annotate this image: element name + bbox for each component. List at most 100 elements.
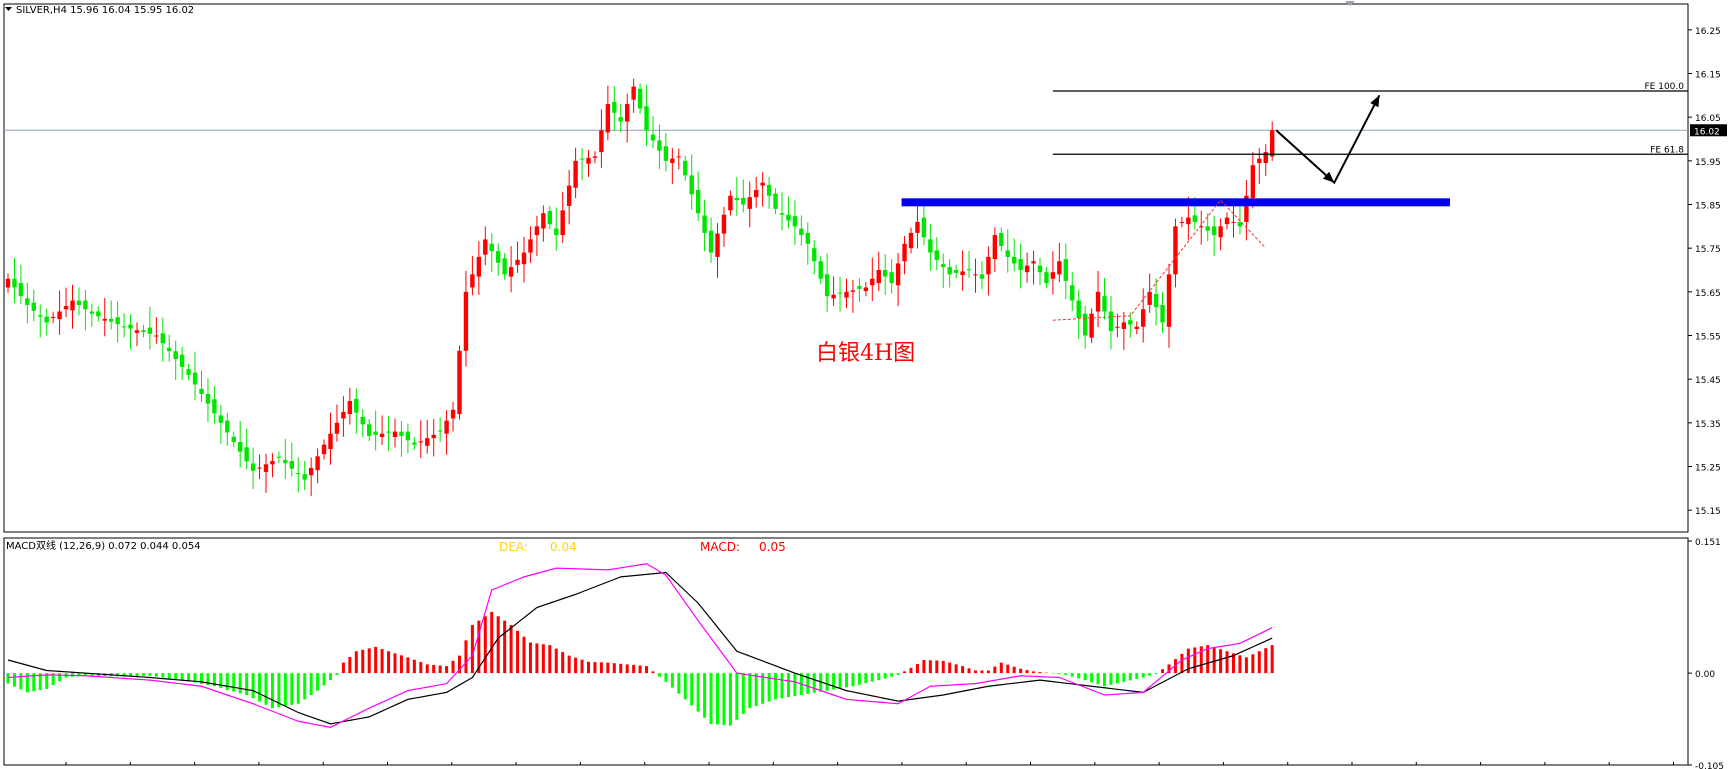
candle-body — [650, 134, 656, 141]
macd-histogram-bar — [1096, 673, 1100, 685]
macd-histogram-bar — [554, 648, 558, 674]
candle-body — [521, 252, 527, 265]
candle-body — [689, 175, 694, 195]
candle-body — [334, 422, 340, 434]
macd-histogram-bar — [838, 673, 842, 689]
candle-body — [515, 259, 520, 265]
candle-body — [1237, 221, 1243, 227]
macd-histogram-bar — [812, 673, 816, 693]
candle-body — [63, 306, 69, 310]
macd-histogram-bar — [657, 673, 661, 677]
candle-body — [644, 106, 649, 131]
macd-histogram-bar — [193, 673, 197, 683]
candle-body — [1031, 261, 1036, 264]
macd-histogram-bar — [767, 673, 771, 702]
macd-histogram-bar — [1038, 672, 1042, 674]
price-axis-label: 16.15 — [1695, 71, 1721, 81]
macd-histogram-bar — [303, 673, 307, 700]
macd-histogram-bar — [316, 673, 320, 691]
macd-histogram-bar — [928, 660, 932, 674]
macd-histogram-bar — [1128, 673, 1132, 681]
candle-body — [109, 318, 114, 322]
candle-body — [599, 130, 604, 153]
macd-histogram-bar — [335, 673, 339, 675]
price-frame — [3, 3, 1689, 533]
macd-histogram-bar — [219, 673, 223, 688]
macd-histogram-bar — [1103, 673, 1106, 687]
candle-body — [579, 158, 585, 160]
macd-histogram-bar — [399, 655, 403, 674]
candle-body — [605, 104, 611, 133]
candle-body — [1244, 195, 1249, 222]
candle-body — [115, 317, 120, 325]
candle-body — [824, 274, 830, 297]
macd-histogram-bar — [1251, 654, 1255, 674]
candle-body — [844, 291, 849, 298]
candle-body — [908, 232, 914, 249]
macd-histogram-bar — [503, 620, 507, 674]
chart-title: 白银4H图 — [816, 341, 915, 366]
macd-histogram-bar — [458, 655, 461, 674]
macd-axis-label: -0.105 — [1695, 762, 1724, 769]
macd-histogram-bar — [528, 642, 532, 674]
price-axis-label: 15.35 — [1695, 420, 1721, 430]
macd-histogram-bar — [941, 660, 945, 674]
candle-body — [966, 269, 972, 271]
candle-body — [708, 230, 714, 253]
candle-body — [173, 351, 178, 360]
candle-body — [889, 272, 894, 284]
macd-histogram-bar — [1032, 671, 1036, 674]
macd-histogram-bar — [754, 673, 758, 706]
candle-body — [212, 399, 217, 414]
candle-body — [1121, 322, 1127, 329]
candle-body — [1270, 130, 1275, 157]
macd-histogram-bar — [516, 630, 520, 674]
candle-body — [70, 300, 75, 311]
macd-histogram-bar — [883, 673, 887, 679]
macd-histogram-bar — [999, 662, 1003, 674]
macd-histogram-bar — [1167, 664, 1171, 674]
macd-histogram-bar — [683, 673, 687, 700]
candle-body — [431, 434, 436, 439]
macd-histogram-bar — [490, 611, 494, 674]
macd-histogram-bar — [38, 673, 42, 691]
macd-histogram-bar — [200, 673, 203, 684]
macd-histogram-bar — [1077, 673, 1081, 679]
macd-histogram-bar — [909, 667, 913, 674]
candle-body — [399, 431, 404, 436]
candle-body — [747, 197, 752, 209]
price-axis-label: 15.95 — [1695, 158, 1721, 168]
macd-histogram-bar — [1270, 645, 1274, 674]
macd-histogram-bar — [1225, 651, 1229, 674]
macd-histogram-bar — [1090, 673, 1094, 683]
macd-histogram-bar — [716, 673, 719, 725]
candle-body — [238, 442, 243, 452]
candle-body — [715, 233, 720, 257]
macd-histogram-bar — [735, 673, 739, 720]
macd-histogram-bar — [264, 673, 268, 705]
candle-body — [1044, 272, 1049, 284]
candle-body — [870, 278, 875, 286]
macd-histogram-bar — [225, 673, 229, 690]
candle-body — [1082, 313, 1088, 336]
price-axis-label: 15.65 — [1695, 289, 1721, 299]
macd-histogram-bar — [1025, 670, 1029, 674]
candle-body — [1063, 259, 1068, 281]
candle-body — [167, 347, 172, 352]
macd-histogram-bar — [161, 673, 165, 678]
macd-histogram-bar — [1257, 651, 1261, 674]
macd-histogram-bar — [451, 660, 455, 674]
macd-histogram-bar — [1006, 664, 1010, 674]
macd-histogram-bar — [1070, 673, 1074, 677]
macd-histogram-bar — [632, 664, 636, 674]
macd-histogram-bar — [277, 673, 281, 708]
candle-body — [354, 398, 359, 413]
candle-body — [573, 160, 578, 188]
candle-body — [263, 464, 269, 472]
macd-frame — [3, 537, 1689, 766]
candle-body — [876, 270, 881, 284]
candle-body — [760, 182, 765, 186]
macd-histogram-bar — [90, 673, 94, 676]
macd-histogram-bar — [690, 673, 694, 706]
candle-body — [612, 101, 617, 113]
